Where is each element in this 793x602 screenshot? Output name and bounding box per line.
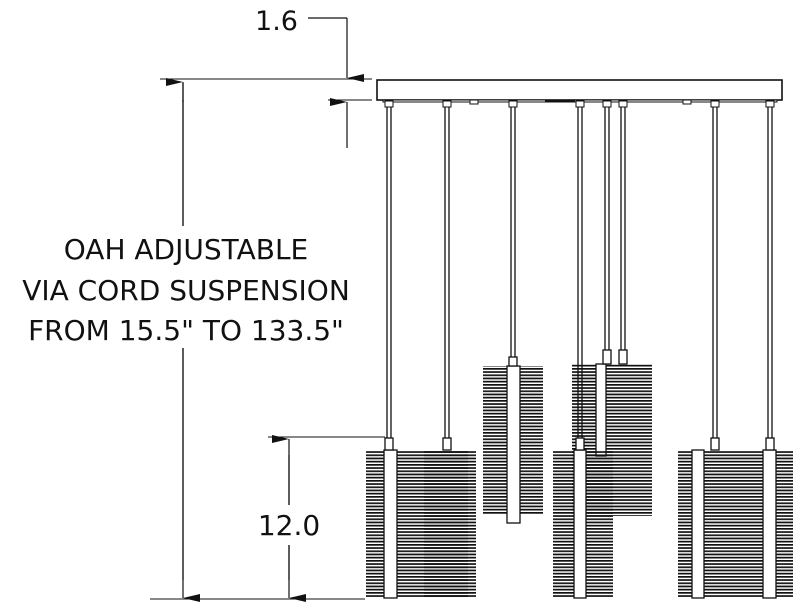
- plate-thickness-label: 1.6: [255, 6, 298, 37]
- canopy-plate: [376, 79, 783, 105]
- oah-note: OAH ADJUSTABLE VIA CORD SUSPENSION FROM …: [22, 233, 350, 347]
- suspension-cords: [386, 104, 773, 440]
- pendant-upper-center: [483, 356, 543, 524]
- pendant-lower-center: [553, 437, 613, 599]
- dimension-pendant-height: 12.0: [244, 435, 385, 602]
- pendant-height-label: 12.0: [258, 509, 320, 542]
- pendant-lower-left: [366, 437, 476, 599]
- cord-grips: [384, 100, 775, 108]
- oah-note-line3: FROM 15.5" TO 133.5": [28, 314, 344, 347]
- pendant-lower-right: [678, 437, 793, 599]
- oah-note-line2: VIA CORD SUSPENSION: [22, 274, 350, 307]
- oah-note-line1: OAH ADJUSTABLE: [64, 233, 308, 266]
- dimension-plate-thickness: 1.6: [160, 6, 372, 148]
